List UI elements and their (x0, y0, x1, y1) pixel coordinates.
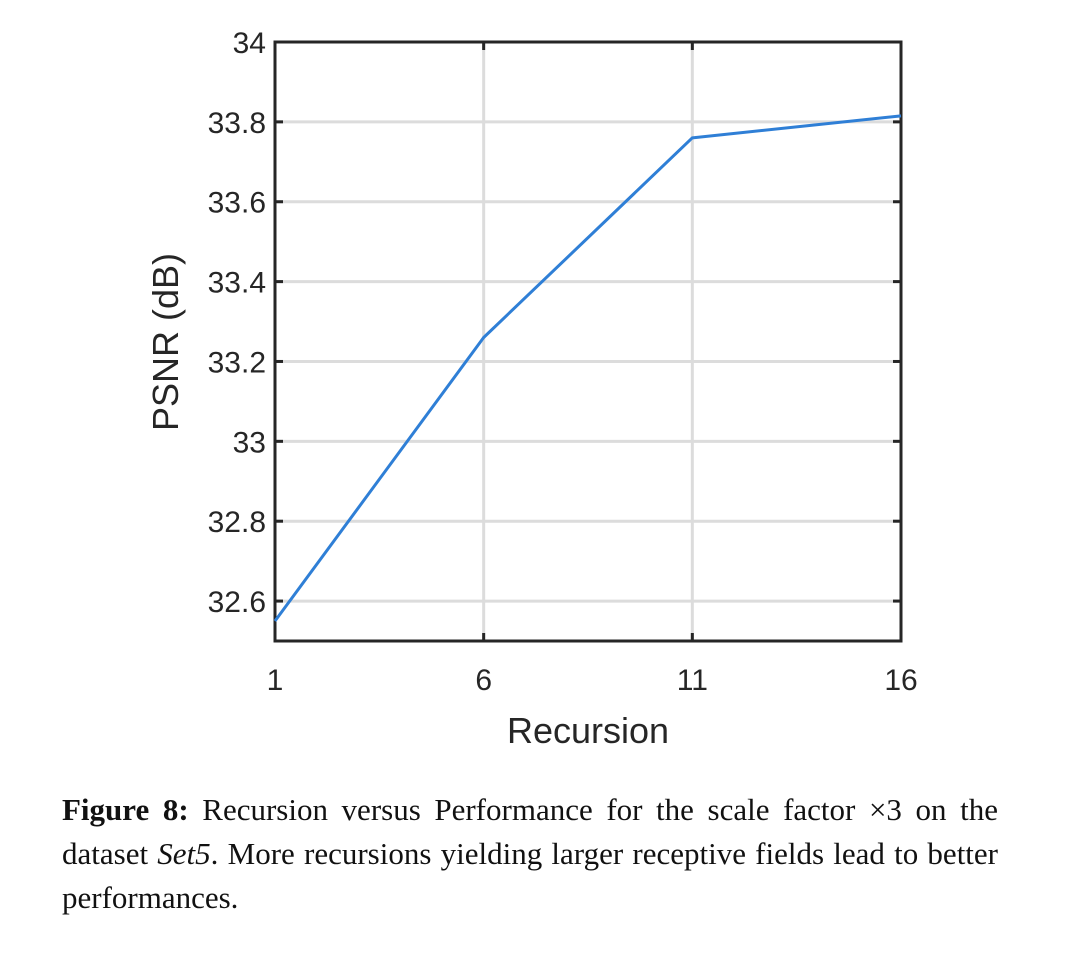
y-axis-label: PSNR (dB) (145, 253, 186, 431)
figure-label: Figure 8: (62, 792, 189, 827)
grid-lines (275, 40, 901, 641)
y-tick-label: 33.4 (208, 267, 266, 300)
y-tick-label: 33.2 (208, 346, 266, 379)
y-tick-label: 33.8 (208, 107, 266, 140)
x-tick-label: 16 (884, 664, 917, 697)
x-tick-label: 1 (267, 664, 284, 697)
y-tick-label: 34 (233, 27, 266, 60)
plot-frame (273, 40, 903, 643)
y-axis-ticks: 32.6 32.8 33 33.2 33.4 33.6 33.8 34 (208, 27, 901, 619)
x-axis-label: Recursion (507, 710, 669, 751)
y-tick-label: 33 (233, 426, 266, 459)
y-tick-label: 32.8 (208, 506, 266, 539)
caption-dataset: Set5 (157, 836, 211, 871)
caption-text-after: . More recursions yielding larger recept… (62, 836, 998, 915)
y-tick-label: 32.6 (208, 586, 266, 619)
plot-border (273, 40, 903, 643)
figure-caption: Figure 8: Recursion versus Performance f… (62, 788, 998, 920)
x-axis-ticks: 1 6 11 16 (267, 42, 918, 697)
series-line-0 (273, 114, 902, 622)
x-tick-label: 11 (677, 664, 708, 697)
data-series (273, 114, 902, 622)
y-tick-label: 33.6 (208, 187, 266, 220)
caption-text-before: Recursion versus Performance for the sca… (62, 792, 998, 871)
x-tick-label: 6 (475, 664, 492, 697)
